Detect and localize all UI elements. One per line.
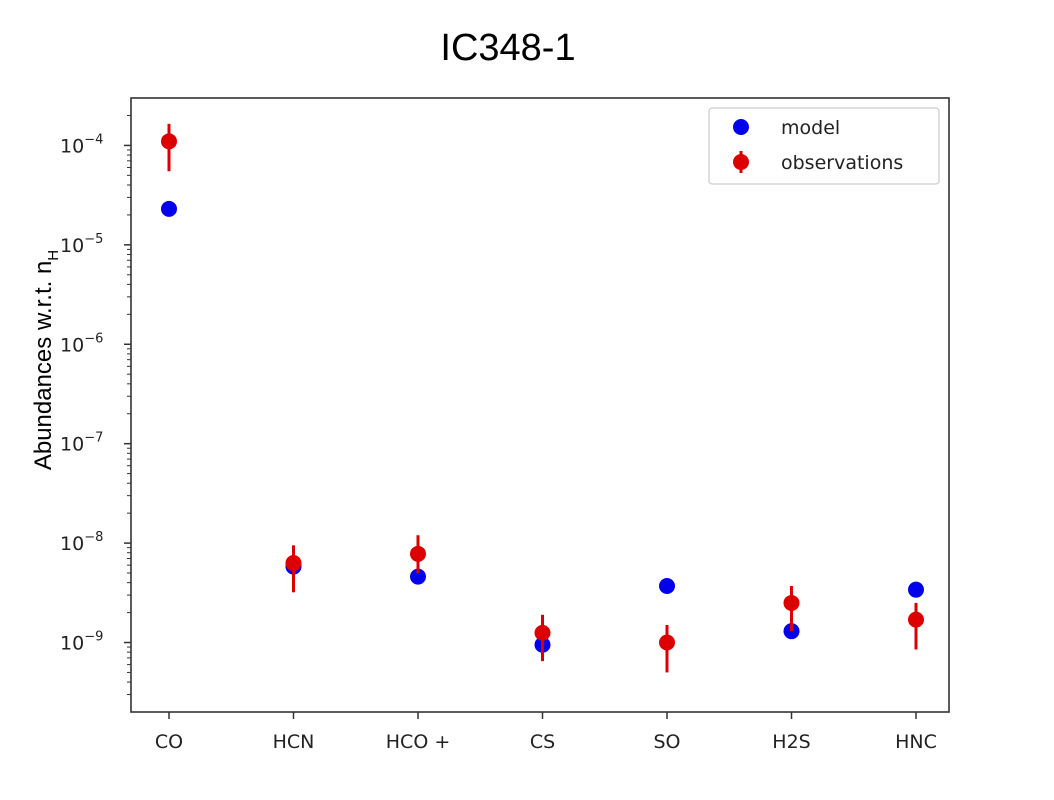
legend-model-label: model [781,117,840,139]
model-point [659,578,675,595]
x-tick-label: CS [530,731,555,753]
model-point [410,568,426,585]
y-tick-label: 10−4 [60,132,103,157]
x-tick-label: HCO + [386,731,450,753]
y-axis-label-subscript: H [45,250,62,261]
y-axis-label-text: Abundances w.r.t. n [30,261,57,470]
observation-point [534,624,551,641]
x-tick-label: SO [653,731,680,753]
observation-point [783,594,800,611]
data-points [161,123,924,673]
svg-text:Abundances w.r.t. nH: Abundances w.r.t. nH [30,250,62,470]
y-tick-label: 10−9 [60,630,103,655]
observation-point [285,555,302,572]
y-axis-ticks: 10−4 10−5 10−6 10−7 10−8 10−9 [60,115,131,695]
observation-point [410,545,426,562]
y-tick-label: 10−6 [60,331,103,356]
legend: model observations [708,107,940,185]
legend-observation-label: observations [781,152,903,174]
plot-frame [130,97,950,713]
legend-observation-marker [733,154,749,170]
legend-box [708,107,940,185]
x-tick-label: HCN [273,731,315,753]
model-point [908,581,924,598]
x-tick-label: HNC [895,731,937,753]
y-tick-label: 10−7 [60,431,103,456]
legend-model-marker [733,119,749,135]
x-axis-ticks: CO HCN HCO + CS SO H2S HNC [155,712,937,753]
chart-title: IC348-1 [440,27,575,69]
x-tick-label: H2S [772,731,810,753]
x-tick-label: CO [155,731,183,753]
y-tick-label: 10−5 [60,232,103,257]
observation-point [161,133,177,150]
observation-point [908,611,924,628]
model-point [161,200,177,217]
y-axis-label: Abundances w.r.t. nH [30,250,62,470]
y-tick-label: 10−8 [60,530,103,555]
observation-point [659,634,675,651]
